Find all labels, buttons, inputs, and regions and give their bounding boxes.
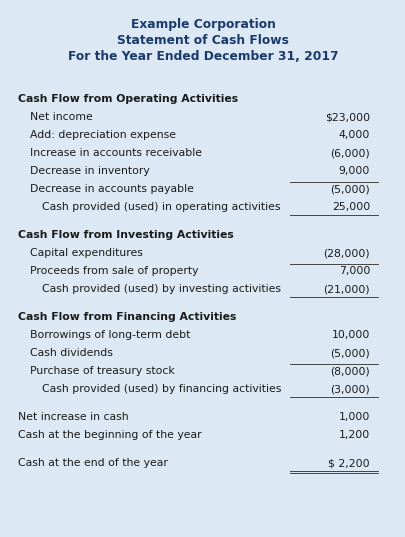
Text: 10,000: 10,000 [331, 330, 369, 340]
Text: Increase in accounts receivable: Increase in accounts receivable [30, 148, 202, 158]
Text: Statement of Cash Flows: Statement of Cash Flows [117, 34, 288, 47]
Text: Cash dividends: Cash dividends [30, 348, 113, 358]
Text: 25,000: 25,000 [331, 202, 369, 212]
Text: Capital expenditures: Capital expenditures [30, 248, 143, 258]
Text: $ 2,200: $ 2,200 [328, 458, 369, 468]
Text: 9,000: 9,000 [338, 166, 369, 176]
Text: 1,200: 1,200 [338, 430, 369, 440]
Text: Cash at the end of the year: Cash at the end of the year [18, 458, 167, 468]
Text: Net income: Net income [30, 112, 92, 122]
Text: Add: depreciation expense: Add: depreciation expense [30, 130, 175, 140]
Text: Decrease in accounts payable: Decrease in accounts payable [30, 184, 194, 194]
Text: For the Year Ended December 31, 2017: For the Year Ended December 31, 2017 [68, 50, 337, 63]
Text: Example Corporation: Example Corporation [130, 18, 275, 31]
Text: 4,000: 4,000 [338, 130, 369, 140]
Text: (6,000): (6,000) [329, 148, 369, 158]
Text: $23,000: $23,000 [324, 112, 369, 122]
Text: Cash Flow from Financing Activities: Cash Flow from Financing Activities [18, 312, 236, 322]
Text: Cash provided (used) in operating activities: Cash provided (used) in operating activi… [42, 202, 280, 212]
Text: Net increase in cash: Net increase in cash [18, 412, 128, 422]
Text: 7,000: 7,000 [338, 266, 369, 276]
Text: (5,000): (5,000) [329, 348, 369, 358]
Text: Cash provided (used) by financing activities: Cash provided (used) by financing activi… [42, 384, 281, 394]
Text: Cash provided (used) by investing activities: Cash provided (used) by investing activi… [42, 284, 280, 294]
Text: Cash Flow from Investing Activities: Cash Flow from Investing Activities [18, 230, 233, 240]
Text: (21,000): (21,000) [322, 284, 369, 294]
Text: (3,000): (3,000) [329, 384, 369, 394]
Text: Cash Flow from Operating Activities: Cash Flow from Operating Activities [18, 94, 238, 104]
Text: Proceeds from sale of property: Proceeds from sale of property [30, 266, 198, 276]
Text: Decrease in inventory: Decrease in inventory [30, 166, 149, 176]
Text: Cash at the beginning of the year: Cash at the beginning of the year [18, 430, 201, 440]
Text: Borrowings of long-term debt: Borrowings of long-term debt [30, 330, 190, 340]
Text: 1,000: 1,000 [338, 412, 369, 422]
Text: (28,000): (28,000) [322, 248, 369, 258]
Text: (5,000): (5,000) [329, 184, 369, 194]
Text: (8,000): (8,000) [329, 366, 369, 376]
Text: Purchase of treasury stock: Purchase of treasury stock [30, 366, 174, 376]
